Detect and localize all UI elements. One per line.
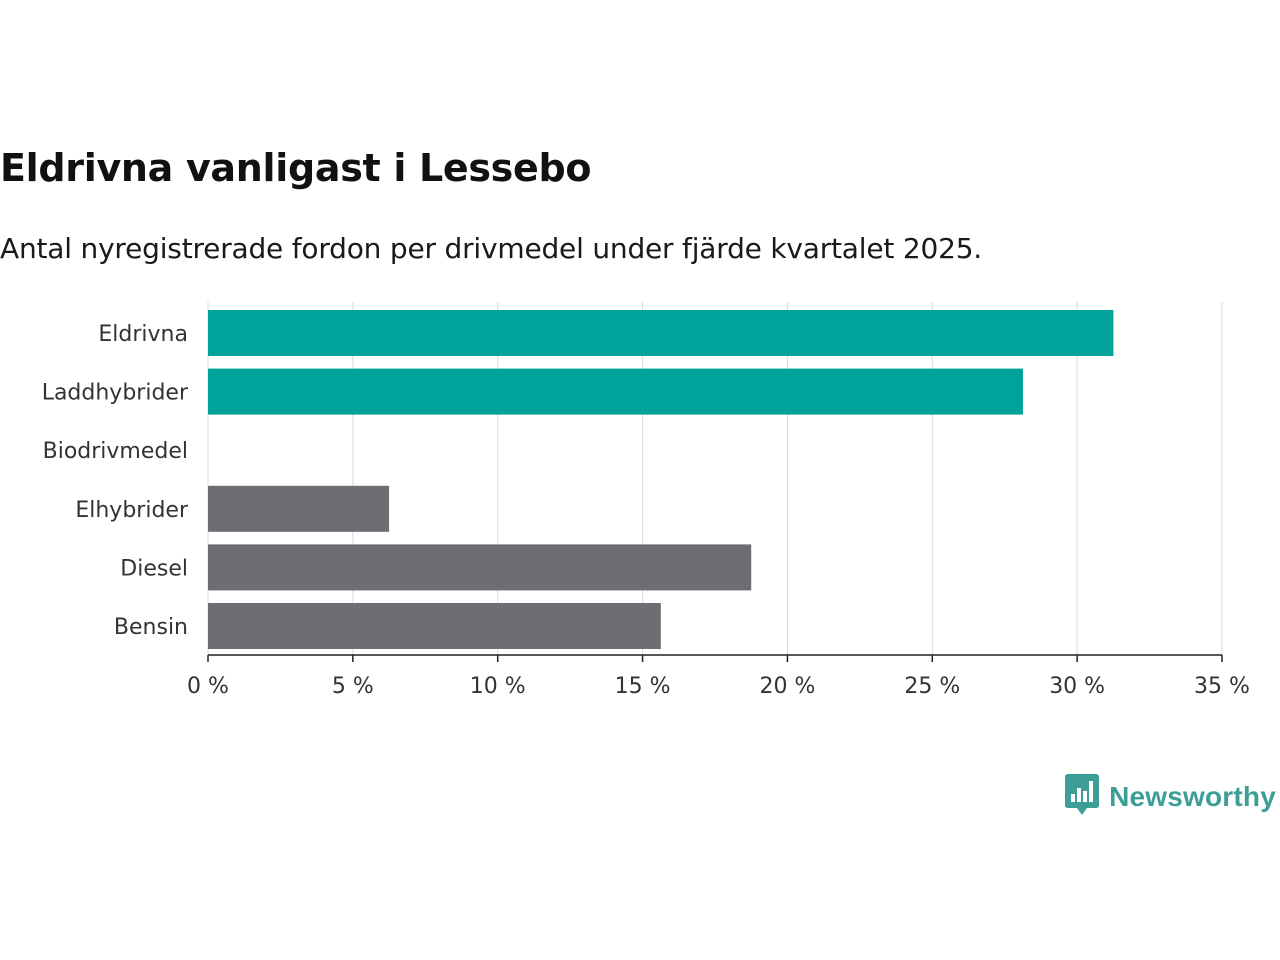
category-label: Diesel [120, 556, 188, 581]
x-tick-label: 35 % [1194, 674, 1250, 699]
category-label: Eldrivna [98, 322, 188, 347]
x-tick-label: 0 % [187, 674, 229, 699]
x-tick-label: 30 % [1049, 674, 1105, 699]
bar-laddhybrider [208, 368, 1023, 415]
category-label: Laddhybrider [42, 381, 189, 406]
category-labels: Eldrivna Laddhybrider Biodrivmedel Elhybrid… [42, 322, 189, 640]
brand-name: Newsworthy [1109, 781, 1276, 812]
bar-chart-speech-bubble-icon [1065, 774, 1100, 820]
bars [208, 310, 1114, 649]
x-tick-label: 10 % [470, 674, 526, 699]
bar-eldrivna [208, 310, 1114, 356]
bar-diesel [208, 544, 752, 591]
x-tick-label: 5 % [332, 674, 374, 699]
category-label: Elhybrider [75, 498, 189, 523]
bar-elhybrider [208, 485, 390, 532]
x-tick-label: 20 % [759, 674, 815, 699]
gridlines [207, 302, 1223, 655]
x-tick-label: 15 % [615, 674, 671, 699]
chart-title: Eldrivna vanligast i Lessebo [0, 146, 592, 190]
category-label: Bensin [114, 615, 188, 640]
bar-bensin [208, 603, 661, 649]
x-tick-label: 25 % [904, 674, 960, 699]
category-label: Biodrivmedel [43, 439, 188, 464]
chart-subtitle: Antal nyregistrerade fordon per drivmede… [0, 232, 983, 265]
brand-logo: Newsworthy [1065, 774, 1276, 820]
x-axis: 0 % 5 % 10 % 15 % 20 % 25 % 30 % 35 % [187, 654, 1250, 699]
